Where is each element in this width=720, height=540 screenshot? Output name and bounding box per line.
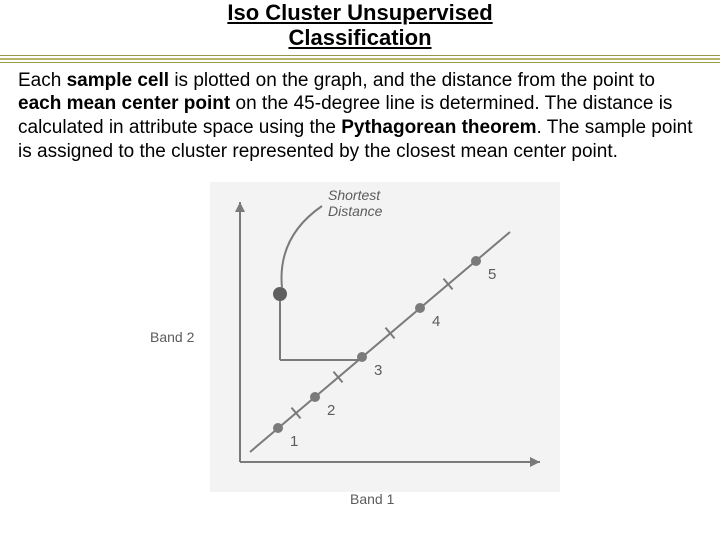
center-point: [273, 423, 283, 433]
callout-text-l2: Distance: [328, 203, 383, 219]
sample-point: [273, 287, 287, 301]
x-axis-label: Band 1: [350, 491, 395, 507]
text-seg: is plotted on the graph, and the distanc…: [169, 70, 655, 91]
center-label: 2: [327, 402, 335, 419]
center-point: [471, 256, 481, 266]
center-point: [310, 392, 320, 402]
center-point: [357, 352, 367, 362]
title-line1: Iso Cluster Unsupervised: [227, 0, 492, 25]
text-bold: sample cell: [67, 70, 169, 91]
text-seg: Each: [18, 70, 67, 91]
title-divider: [0, 55, 720, 63]
y-axis-label: Band 2: [150, 329, 195, 345]
diagram-container: 1 2 3 4 5 ShortestDistance Band 1 Band 2: [0, 182, 720, 512]
text-bold: each mean center point: [18, 93, 230, 114]
center-label: 4: [432, 313, 440, 330]
page-title: Iso Cluster Unsupervised Classification: [0, 0, 720, 51]
body-paragraph: Each sample cell is plotted on the graph…: [0, 63, 720, 164]
callout-text-l1: Shortest: [328, 187, 381, 203]
cluster-diagram: 1 2 3 4 5 ShortestDistance Band 1 Band 2: [150, 182, 570, 512]
center-point: [415, 303, 425, 313]
center-label: 5: [488, 266, 496, 283]
text-bold: Pythagorean theorem: [341, 117, 536, 138]
center-label: 1: [290, 433, 298, 450]
title-line2: Classification: [288, 25, 431, 50]
center-label: 3: [374, 362, 382, 379]
